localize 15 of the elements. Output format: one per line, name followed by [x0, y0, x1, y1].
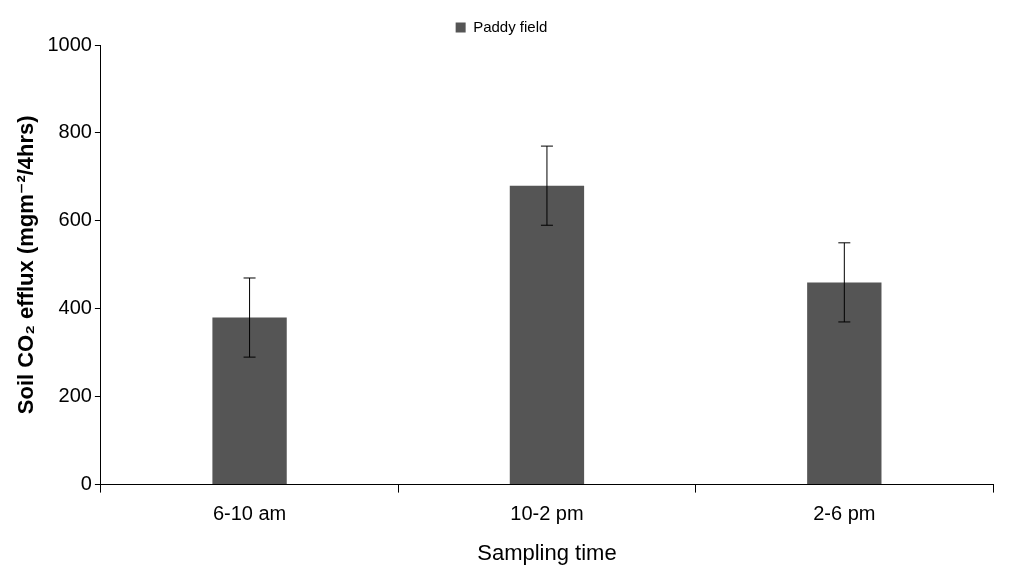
x-axis-title: Sampling time: [477, 539, 617, 565]
bar: [212, 317, 287, 485]
legend-label: Paddy field: [473, 17, 548, 35]
x-tick-label: 6-10 am: [212, 502, 287, 525]
x-tick-label: 2-6 pm: [813, 502, 876, 525]
y-tick-label: 1000: [47, 32, 92, 55]
y-tick-label: 400: [58, 296, 92, 319]
x-tick-label: 10-2 pm: [510, 502, 584, 525]
y-tick-label: 0: [80, 472, 92, 495]
y-tick-label: 200: [58, 384, 92, 407]
bar: [807, 282, 882, 485]
y-tick-label: 800: [58, 120, 92, 143]
bar: [509, 185, 585, 485]
y-axis-title: Soil CO₂ efflux (mgm⁻²/4hrs): [13, 115, 39, 415]
y-tick-label: 600: [58, 208, 92, 231]
